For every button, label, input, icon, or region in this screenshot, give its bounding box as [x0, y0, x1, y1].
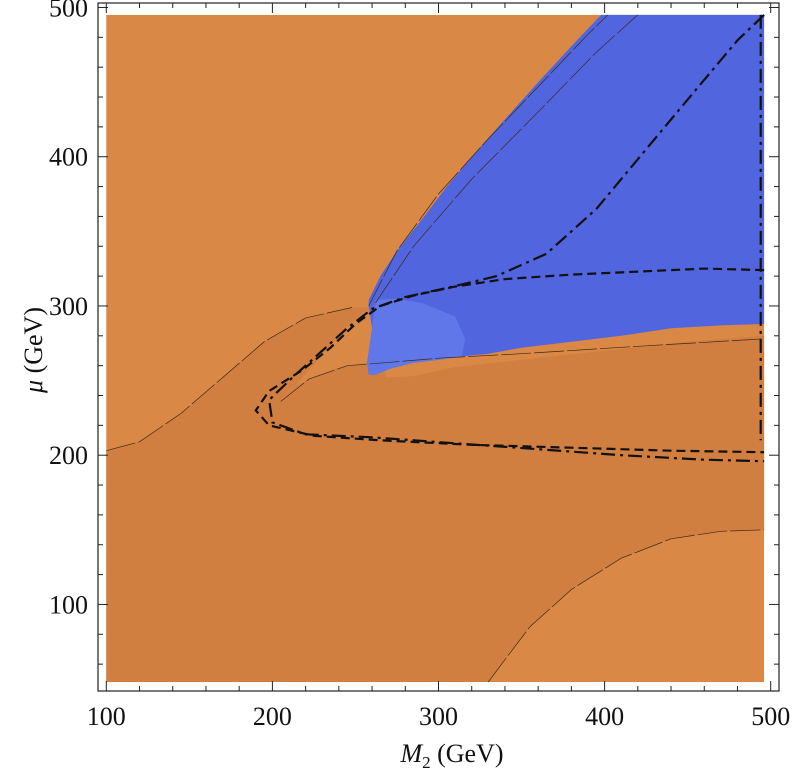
y-axis-label-symbol: μ: [19, 380, 48, 394]
x-tick-label: 200: [253, 702, 292, 731]
x-axis-label-subscript: 2: [422, 753, 431, 772]
x-tick-label: 100: [87, 702, 126, 731]
regions-layer: [106, 14, 765, 683]
x-tick-label: 500: [751, 702, 790, 731]
y-axis-label-unit: (GeV): [19, 307, 48, 380]
y-tick-label: 400: [49, 143, 88, 172]
region-dark-orange-band: [106, 307, 765, 682]
x-tick-label: 300: [419, 702, 458, 731]
curve-dashed-curve: [254, 267, 765, 454]
tick-labels-layer: 100 200 300 400 500 100 200 300 400 500: [49, 0, 790, 731]
x-tick-label: 400: [585, 702, 624, 731]
curve-thin-contour-upper-edge: [368, 14, 609, 307]
curve-thin-contour-inner: [280, 338, 765, 402]
y-tick-label: 500: [49, 0, 88, 22]
y-tick-label: 100: [49, 590, 88, 619]
curve-thin-contour-band-upper: [106, 307, 353, 452]
y-tick-label: 300: [49, 292, 88, 321]
x-axis-label-symbol: M: [399, 739, 423, 768]
ticks-layer: [98, 3, 779, 691]
curves-layer: [106, 14, 765, 683]
y-axis-label: μ (GeV): [19, 307, 48, 394]
curve-thin-contour-lower-right: [488, 529, 765, 683]
y-tick-label: 200: [49, 441, 88, 470]
curve-thin-contour-upper-edge-2: [375, 14, 639, 304]
x-axis-label: M2 (GeV): [399, 739, 503, 772]
region-light-blue-lobe: [367, 298, 466, 375]
x-axis-label-unit: (GeV): [431, 739, 504, 768]
curve-dash-dot-curve: [267, 14, 765, 463]
